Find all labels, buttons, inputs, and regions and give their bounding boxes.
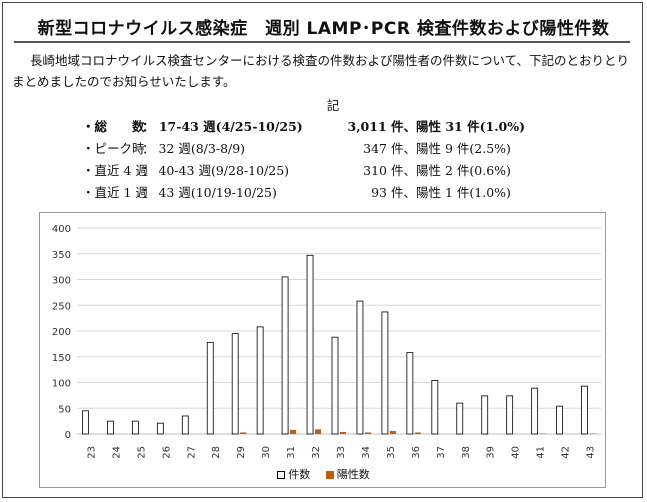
page-title: 新型コロナウイルス感染症 週別 LAMP･PCR 検査件数および陽性件数 bbox=[37, 19, 610, 39]
summary-count: 3,011 件、 bbox=[347, 119, 417, 134]
bar-positive bbox=[539, 433, 546, 434]
bar-tests bbox=[82, 410, 89, 435]
y-tick-label: 150 bbox=[52, 353, 71, 364]
summary-range: ： 17-43 週(4/25-10/25) bbox=[142, 119, 303, 134]
bar-positive bbox=[315, 429, 322, 434]
x-tick-label: 26 bbox=[161, 446, 172, 459]
summary-positive: 陽性 1 件(1.0%) bbox=[416, 185, 511, 200]
y-tick-label: 50 bbox=[58, 404, 71, 415]
y-tick-label: 400 bbox=[52, 224, 71, 235]
bar-tests bbox=[206, 341, 214, 435]
y-tick-label: 250 bbox=[52, 301, 71, 312]
y-tick-label: 100 bbox=[52, 379, 71, 390]
bar-positive bbox=[589, 433, 596, 434]
summary-count: 310 件、 bbox=[363, 163, 416, 178]
legend-swatch-tests bbox=[277, 471, 286, 479]
summary-label: ・直近 4 週 bbox=[82, 163, 148, 178]
y-tick-label: 200 bbox=[52, 327, 71, 338]
x-tick-label: 37 bbox=[436, 446, 447, 459]
ki-heading: 記 bbox=[326, 98, 340, 113]
bar-tests bbox=[306, 254, 314, 435]
y-tick-label: 350 bbox=[52, 250, 71, 261]
bar-positive bbox=[340, 431, 346, 434]
x-tick-label: 24 bbox=[111, 446, 122, 459]
bar-tests bbox=[331, 336, 339, 435]
summary-positive: 陽性 2 件(0.6%) bbox=[416, 163, 511, 178]
x-tick-label: 41 bbox=[536, 446, 547, 459]
x-tick-label: 34 bbox=[361, 446, 372, 459]
summary-count: 347 件、 bbox=[363, 141, 416, 156]
bar-tests bbox=[406, 352, 414, 435]
bar-tests bbox=[581, 385, 588, 435]
x-tick-label: 39 bbox=[486, 446, 497, 459]
legend-swatch-positive bbox=[325, 471, 334, 479]
x-tick-label: 36 bbox=[411, 446, 422, 459]
x-tick-label: 25 bbox=[136, 446, 147, 459]
bar-tests bbox=[131, 420, 139, 435]
summary-label: ・ピーク時 bbox=[82, 141, 145, 156]
bar-positive bbox=[290, 429, 297, 434]
x-tick-label: 28 bbox=[211, 446, 222, 459]
summary-range: ： 43 週(10/19-10/25) bbox=[142, 185, 277, 200]
bar-tests bbox=[256, 326, 264, 435]
bar-tests bbox=[107, 420, 114, 435]
legend-item-tests: 件数 bbox=[277, 466, 310, 482]
summary-count: 93 件、 bbox=[371, 185, 416, 200]
summary-label: ・総 数 bbox=[82, 119, 145, 134]
bar-tests bbox=[381, 311, 389, 435]
intro-paragraph: 長崎地域コロナウイルス検査センターにおける検査の件数および陽性者の件数について、… bbox=[12, 53, 630, 89]
x-tick-label: 40 bbox=[511, 446, 522, 459]
bar-tests bbox=[506, 395, 514, 435]
bar-positive bbox=[364, 432, 371, 434]
y-tick-label: 300 bbox=[52, 276, 71, 287]
bar-positive bbox=[240, 432, 247, 434]
bar-tests bbox=[456, 402, 464, 435]
bar-tests bbox=[181, 415, 189, 435]
bar-tests bbox=[356, 300, 364, 435]
summary-range: ： 32 週(8/3-8/9) bbox=[142, 141, 246, 156]
x-tick-label: 23 bbox=[86, 446, 97, 459]
y-tick-label: 0 bbox=[65, 430, 71, 441]
chart-legend: 件数 陽性数 bbox=[0, 466, 647, 482]
legend-label-tests: 件数 bbox=[288, 468, 311, 481]
bar-tests bbox=[231, 333, 239, 435]
bar-tests bbox=[281, 276, 289, 435]
bar-tests bbox=[481, 395, 489, 435]
x-tick-label: 42 bbox=[561, 446, 572, 459]
x-tick-label: 32 bbox=[311, 446, 322, 459]
summary-range: ： 40-43 週(9/28-10/25) bbox=[142, 163, 290, 178]
bar-tests bbox=[531, 387, 539, 435]
summary-positive: 陽性 31 件(1.0%) bbox=[416, 119, 526, 134]
bar-positive bbox=[414, 432, 421, 434]
chart-frame bbox=[39, 212, 606, 488]
bar-tests bbox=[431, 380, 439, 435]
bar-tests bbox=[556, 405, 563, 435]
x-tick-label: 29 bbox=[236, 446, 247, 459]
bar-positive bbox=[389, 430, 396, 434]
x-tick-label: 33 bbox=[336, 446, 347, 459]
x-tick-label: 43 bbox=[586, 446, 597, 459]
document-frame bbox=[2, 2, 643, 498]
legend-label-positive: 陽性数 bbox=[336, 468, 370, 481]
x-tick-label: 30 bbox=[261, 446, 272, 459]
title-underline bbox=[14, 41, 630, 43]
legend-item-positive: 陽性数 bbox=[325, 466, 370, 482]
x-tick-label: 35 bbox=[386, 446, 397, 459]
bar-tests bbox=[156, 422, 164, 435]
summary-label: ・直近 1 週 bbox=[82, 185, 148, 200]
x-tick-label: 38 bbox=[461, 446, 472, 459]
x-tick-label: 27 bbox=[186, 446, 197, 459]
summary-positive: 陽性 9 件(2.5%) bbox=[416, 141, 511, 156]
bar-chart: 0 50 100 150 200 250 300 350 400 23 24 25 26 27 28 29 30… bbox=[52, 224, 601, 459]
x-tick-label: 31 bbox=[286, 446, 297, 459]
